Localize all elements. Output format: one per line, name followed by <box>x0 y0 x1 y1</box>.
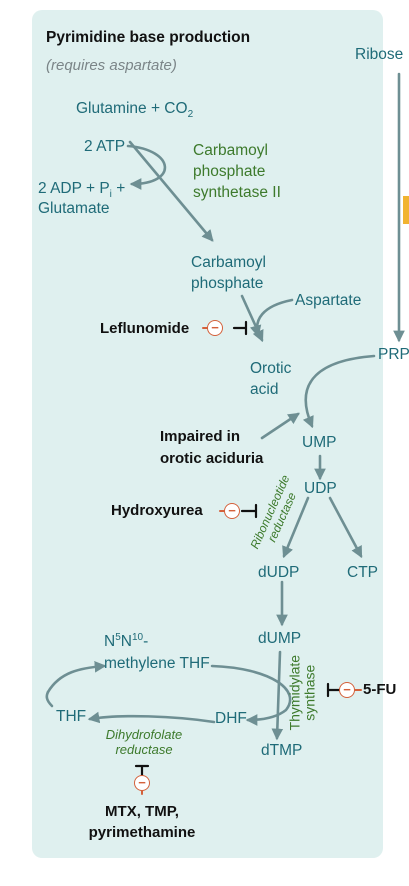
note-orotic-aciduria-1: Impaired in <box>160 428 241 445</box>
arrow-dhf-thf <box>87 711 216 724</box>
node-glutamate: Glutamate <box>38 200 110 217</box>
inhibitor-icon-leflunomide: − <box>207 320 223 336</box>
inhibitor-icon-mtx: − <box>134 775 150 791</box>
drug-hydroxyurea: Hydroxyurea <box>111 502 203 519</box>
drug-5fu: 5-FU <box>363 681 397 698</box>
node-carbamoyl-phosphate-2: phosphate <box>191 275 264 292</box>
panel-title: Pyrimidine base production <box>46 29 251 46</box>
arrow-glutamine-carbamoyl <box>128 140 214 242</box>
enzyme-thymidylate-synthase: Thymidylate synthase <box>286 654 317 731</box>
inhibit-bar-hydroxyurea <box>240 503 258 519</box>
panel-subtitle: (requires aspartate) <box>46 57 177 74</box>
node-methylene-thf-2: methylene THF <box>104 655 210 672</box>
note-orotic-aciduria-2: orotic aciduria <box>160 450 264 467</box>
enzyme-dihydrofolate-reductase: Dihydrofolate reductase <box>105 727 183 757</box>
arrow-thf-methylene <box>46 660 107 694</box>
node-prpp: PRPP <box>378 346 409 363</box>
enzyme-cps-line2: phosphate <box>193 163 266 180</box>
node-carbamoyl-phosphate-1: Carbamoyl <box>191 254 266 271</box>
node-ribose: Ribose <box>355 46 404 63</box>
arrow-dump-dtmp <box>271 650 284 741</box>
node-ump: UMP <box>302 434 337 451</box>
node-methylene-thf-1: N5N10- <box>104 632 149 651</box>
arrow-orotic-aciduria <box>260 412 300 440</box>
node-dump: dUMP <box>258 630 302 647</box>
drug-mtx-line1: MTX, TMP, <box>105 803 179 820</box>
accent-ribbon <box>403 196 409 224</box>
node-atp: 2 ATP <box>84 138 126 155</box>
arrow-udp-dudp <box>282 496 310 559</box>
enzyme-cps-line3: synthetase II <box>193 184 281 201</box>
node-dudp: dUDP <box>258 564 300 581</box>
inhibitor-icon-hydroxyurea: − <box>224 503 240 519</box>
node-thf: THF <box>56 708 87 725</box>
arrow-thf-methylene-start <box>45 690 54 708</box>
node-dtmp: dTMP <box>261 742 303 759</box>
arrow-aspartate <box>249 298 294 338</box>
drug-mtx-line2: pyrimethamine <box>88 824 196 841</box>
arrow-atp-adp <box>126 144 167 190</box>
inhibit-bar-5fu <box>326 682 342 698</box>
arrow-udp-ctp <box>328 496 363 559</box>
node-glutamine-co2: Glutamine + CO2 <box>76 100 194 121</box>
node-adp-pi: 2 ADP + Pi + <box>38 180 126 201</box>
node-ctp: CTP <box>347 564 378 581</box>
enzyme-cps-line1: Carbamoyl <box>193 142 268 159</box>
arrow-methylene-dhf <box>210 664 292 726</box>
node-orotic-1: Orotic <box>250 360 292 377</box>
node-orotic-2: acid <box>250 381 279 398</box>
inhibit-bar-leflunomide <box>232 320 248 336</box>
drug-leflunomide: Leflunomide <box>100 320 190 337</box>
arrow-prpp-ump <box>302 354 376 429</box>
node-dhf: DHF <box>215 710 247 727</box>
node-aspartate: Aspartate <box>295 292 362 309</box>
inhibitor-icon-5fu: − <box>339 682 355 698</box>
inhibit-bar-mtx <box>134 764 150 777</box>
node-udp: UDP <box>304 480 337 497</box>
